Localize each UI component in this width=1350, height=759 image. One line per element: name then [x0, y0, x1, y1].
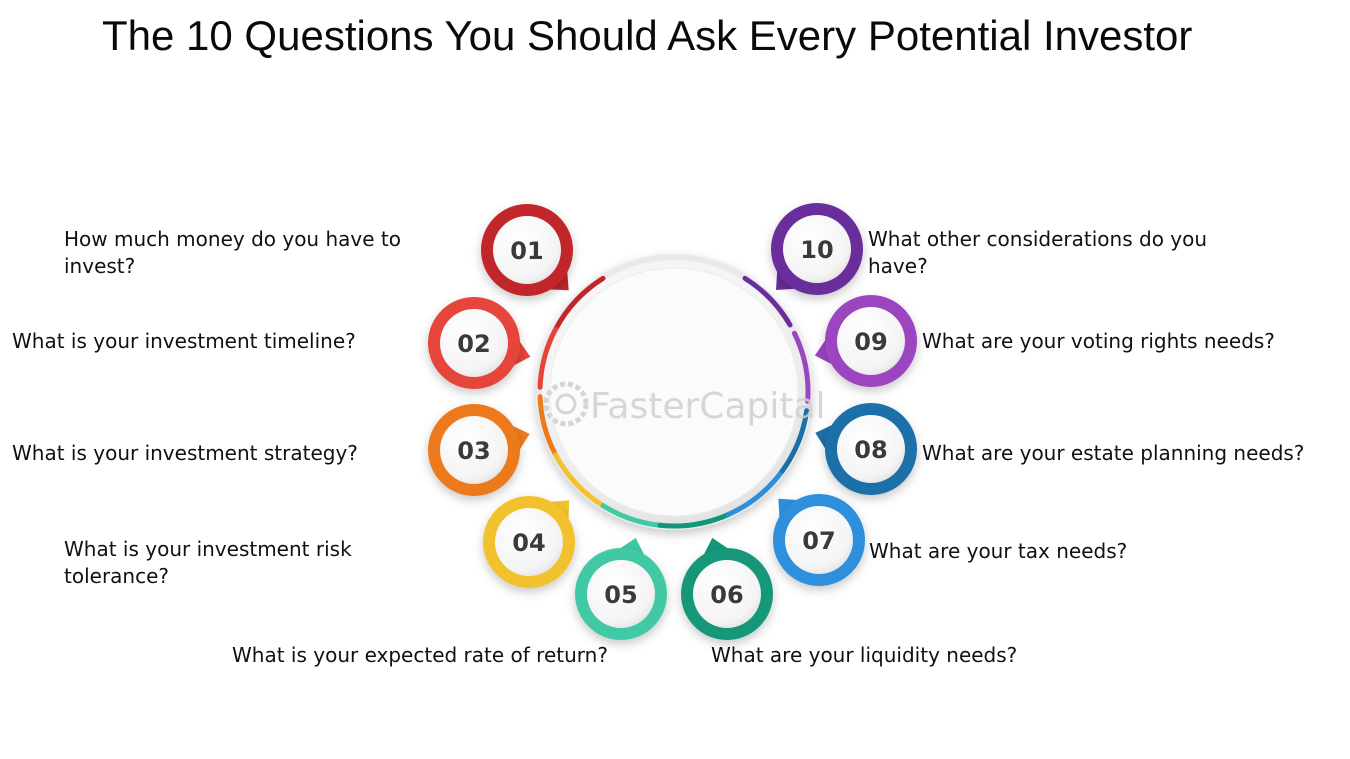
ring-segment-02	[537, 326, 559, 390]
ring-segment-01	[553, 275, 606, 332]
badge-number-03: 03	[457, 437, 490, 465]
ring-segment-10	[742, 275, 793, 328]
ring-segment-03	[537, 394, 559, 458]
badge-number-01: 01	[510, 237, 543, 265]
badge-inner-07	[785, 506, 853, 574]
badge-number-05: 05	[604, 581, 637, 609]
badge-inner-04	[495, 508, 563, 576]
badge-06: 06	[681, 537, 773, 640]
question-08-text: What are your estate planning needs?	[922, 441, 1305, 465]
badge-09: 09	[814, 295, 917, 387]
badge-03: 03	[428, 404, 530, 496]
badge-08: 08	[815, 403, 917, 495]
badge-02: 02	[428, 297, 531, 389]
badge-05: 05	[575, 537, 667, 640]
badge-inner-06	[693, 560, 761, 628]
diagram-title: The 10 Questions You Should Ask Every Po…	[102, 12, 1193, 59]
ring-segments	[537, 275, 811, 529]
question-01-text: How much money do you have to invest?	[64, 227, 401, 278]
badge-inner-08	[837, 415, 905, 483]
watermark-text: FasterCapital	[590, 386, 826, 427]
badge-number-09: 09	[854, 328, 887, 356]
number-badges: 01 02 03 04 05 06 07 08 09 10	[428, 203, 917, 640]
badge-01: 01	[481, 204, 573, 296]
badge-number-08: 08	[854, 436, 887, 464]
badge-10: 10	[771, 203, 863, 295]
badge-inner-09	[837, 307, 905, 375]
question-02-text: What is your investment timeline?	[12, 329, 356, 353]
question-10-text: What other considerations do you have?	[868, 227, 1208, 278]
question-06-text: What are your liquidity needs?	[711, 643, 1018, 667]
center-circle	[536, 254, 812, 530]
ring-segment-06	[657, 511, 732, 529]
question-03-text: What is your investment strategy?	[12, 441, 358, 465]
badge-number-02: 02	[457, 330, 490, 358]
ring-segment-05	[600, 503, 663, 528]
question-04-text: What is your investment risk tolerance?	[64, 537, 352, 588]
badge-04: 04	[483, 496, 575, 588]
badge-07: 07	[773, 494, 865, 586]
badge-number-10: 10	[800, 236, 833, 264]
watermark: FasterCapital	[543, 381, 826, 427]
badge-inner-05	[587, 560, 655, 628]
ring-segment-04	[553, 452, 606, 509]
badge-inner-02	[440, 309, 508, 377]
question-05-text: What is your expected rate of return?	[232, 643, 608, 667]
question-09-text: What are your voting rights needs?	[922, 329, 1275, 353]
badge-inner-01	[493, 216, 561, 284]
ring-segment-09	[791, 330, 811, 404]
badge-inner-03	[440, 416, 508, 484]
badge-number-07: 07	[802, 527, 835, 555]
badge-number-04: 04	[512, 529, 545, 557]
question-07-text: What are your tax needs?	[869, 539, 1128, 563]
ring-segment-08	[779, 408, 810, 474]
ring-segment-07	[726, 468, 785, 517]
badge-number-06: 06	[710, 581, 743, 609]
badge-inner-10	[783, 215, 851, 283]
